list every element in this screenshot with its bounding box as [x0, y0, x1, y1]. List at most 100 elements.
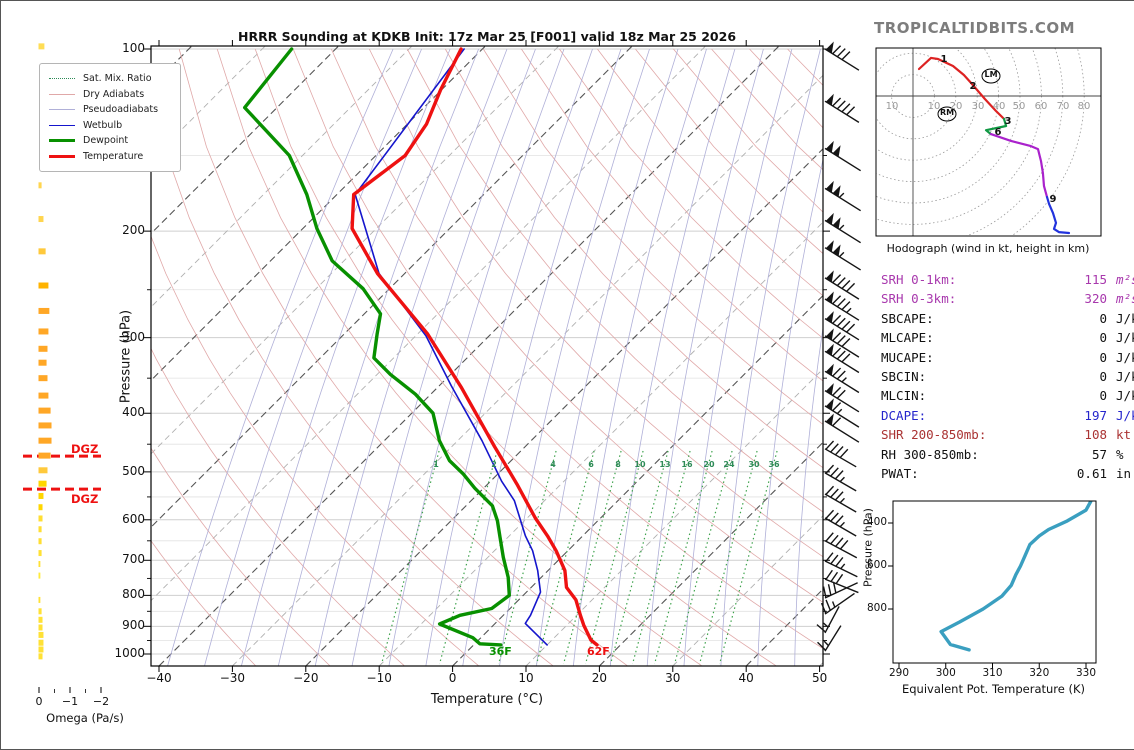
stat-row: SRH 0-1km: 115 m²s⁻² [881, 272, 1134, 291]
stat-row: MUCAPE: 0 J/kg [881, 350, 1134, 369]
page-title: HRRR Sounding at KDKB Init: 17z Mar 25 [… [237, 29, 737, 44]
temp-tick-label: −30 [219, 671, 246, 685]
pressure-tick-label: 100 [122, 41, 145, 55]
stat-value: 0 [1099, 349, 1107, 365]
stat-unit: m²s⁻² [1116, 291, 1134, 307]
thetae-x-axis-label: Equivalent Pot. Temperature (K) [901, 682, 1086, 696]
stat-label: DCAPE: [881, 407, 927, 423]
stat-label: MUCAPE: [881, 349, 934, 365]
thetae-y-tick-label: 800 [866, 602, 887, 614]
temp-tick-label: 50 [811, 671, 828, 685]
indices-panel: SRH 0-1km: 115 m²s⁻² SRH 0-3km: 320 m²s⁻² SBCA… [881, 272, 1134, 485]
mix-ratio-label: 13 [659, 460, 671, 469]
hodograph-caption: Hodograph (wind in kt, height in km) [886, 242, 1090, 255]
legend-item: Sat. Mix. Ratio [49, 71, 171, 87]
pressure-tick-label: 800 [122, 587, 145, 602]
temp-tick-label: −20 [293, 671, 319, 685]
temp-tick-label: −10 [366, 671, 392, 685]
hodograph-ring-label: 80 [1077, 101, 1091, 112]
surface-label-62F: 62F [587, 645, 610, 658]
stat-value: 57 [1091, 446, 1107, 462]
hodograph-ring-label: 50 [1012, 101, 1026, 112]
storm-motion-rm: RM [939, 108, 955, 117]
stat-value: 320 [1084, 291, 1107, 307]
mix-ratio-label: 10 [634, 460, 646, 469]
stat-unit: J/kg [1116, 330, 1134, 346]
pressure-tick-label: 200 [122, 223, 145, 238]
stat-value: 108 [1084, 427, 1107, 443]
stat-row: PWAT: 0.61 in [881, 466, 1134, 485]
mix-ratio-label: 20 [703, 460, 715, 469]
pressure-tick-label: 900 [122, 618, 145, 633]
legend-swatch-sat-mix-ratio [49, 78, 75, 80]
stat-label: RH 300-850mb: [881, 446, 979, 462]
legend-label: Wetbulb [83, 119, 123, 131]
pressure-tick-label: 300 [122, 329, 145, 344]
mix-ratio-label: 4 [550, 460, 556, 469]
stat-unit: J/kg [1116, 310, 1134, 326]
temp-tick-label: 20 [591, 671, 608, 685]
hodograph-ring-label: 10 [927, 101, 941, 112]
legend-item: Pseudoadiabats [49, 102, 171, 118]
stat-label: SRH 0-3km: [881, 291, 957, 307]
legend-label: Dry Adiabats [83, 88, 145, 100]
legend-swatch-wetbulb [49, 124, 75, 126]
temp-tick-label: 30 [665, 671, 681, 685]
temp-tick-label: 40 [738, 671, 754, 685]
hodograph-height-label: 9 [1049, 194, 1057, 205]
thetae-y-axis-label: Pressure (hPa) [861, 508, 875, 587]
pressure-tick-label: 600 [122, 511, 145, 526]
thetae-x-tick-label: 330 [1075, 667, 1097, 679]
hodograph-height-label: 1 [940, 54, 948, 65]
omega-tick-label: −2 [92, 695, 110, 708]
hodograph-ring-label: 60 [1034, 101, 1048, 112]
stat-row: SHR 200-850mb: 108 kt [881, 427, 1134, 446]
thetae-x-tick-label: 300 [935, 667, 956, 679]
stat-value: 115 [1084, 272, 1107, 287]
legend-item: Temperature [49, 149, 171, 165]
stat-value: 0 [1099, 330, 1107, 346]
stat-label: SRH 0-1km: [881, 272, 957, 287]
legend-swatch-dewpoint [49, 139, 75, 143]
stat-label: SBCIN: [881, 368, 927, 384]
hodograph-height-label: 6 [994, 127, 1002, 138]
stat-value: 0 [1099, 368, 1107, 384]
omega-tick-label: 0 [35, 695, 43, 708]
stat-unit: % [1116, 446, 1124, 462]
thetae-y-tick-label: 400 [866, 516, 887, 528]
mix-ratio-label: 36 [768, 460, 780, 469]
thetae-x-tick-label: 310 [982, 667, 1003, 679]
hodograph-height-label: 2 [969, 81, 977, 92]
stat-row: SRH 0-3km: 320 m²s⁻² [881, 291, 1134, 310]
legend-item: Dry Adiabats [49, 87, 171, 103]
mix-ratio-label: 1 [433, 460, 439, 469]
legend: Sat. Mix. Ratio Dry Adiabats Pseudoadiabat… [39, 63, 181, 172]
skewt-x-axis-label: Temperature (°C) [430, 692, 544, 707]
stat-row: MLCIN: 0 J/kg [881, 388, 1134, 407]
hodograph-height-label: 3 [1004, 116, 1012, 127]
stat-value: 0.61 [1076, 465, 1107, 481]
mix-ratio-label: 6 [588, 460, 594, 469]
legend-item: Dewpoint [49, 133, 171, 149]
omega-tick-label: −1 [61, 695, 79, 708]
stat-row: SBCIN: 0 J/kg [881, 369, 1134, 388]
stat-label: MLCIN: [881, 388, 927, 404]
mix-ratio-label: 8 [615, 460, 621, 469]
legend-label: Sat. Mix. Ratio [83, 73, 152, 85]
stat-unit: J/kg [1116, 368, 1134, 384]
stat-unit: J/kg [1116, 388, 1134, 404]
stat-label: SBCAPE: [881, 310, 934, 326]
dgz-label: DGZ [71, 442, 99, 457]
legend-swatch-dry-adiabats [49, 93, 75, 95]
stat-unit: J/kg [1116, 349, 1134, 365]
pressure-tick-label: 500 [122, 463, 145, 478]
thetae-x-tick-label: 290 [888, 667, 910, 679]
legend-swatch-temperature [49, 154, 75, 158]
mix-ratio-label: 24 [723, 460, 735, 469]
thetae-x-tick-label: 320 [1029, 667, 1050, 679]
legend-swatch-pseudoadiabats [49, 109, 75, 111]
surface-label-36F: 36F [489, 645, 512, 658]
stat-unit: in [1116, 465, 1132, 481]
mix-ratio-label: 2 [491, 460, 497, 469]
